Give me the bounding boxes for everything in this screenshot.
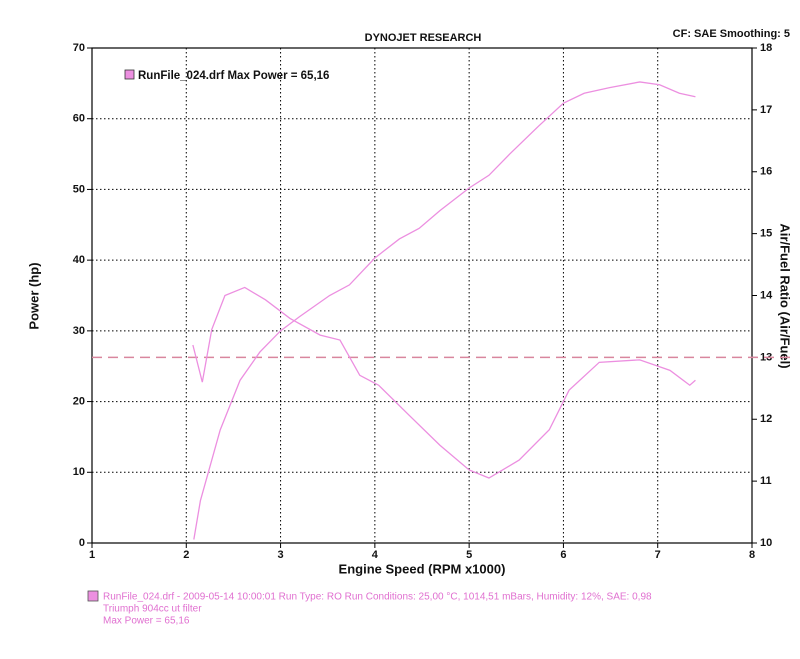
footer-line: Triumph 904cc ut filter xyxy=(103,604,202,615)
y2-tick-label: 18 xyxy=(760,42,772,54)
y-tick-label: 70 xyxy=(73,42,85,54)
y-tick-label: 60 xyxy=(73,113,85,125)
chart-title: DYNOJET RESEARCH xyxy=(365,32,482,44)
x-tick-label: 1 xyxy=(89,549,95,561)
chart-subtitle: CF: SAE Smoothing: 5 xyxy=(673,28,790,40)
x-axis-label: Engine Speed (RPM x1000) xyxy=(339,561,506,576)
y-tick-label: 0 xyxy=(79,537,85,549)
footer-line: RunFile_024.drf - 2009-05-14 10:00:01 Ru… xyxy=(103,592,652,603)
x-tick-label: 3 xyxy=(278,549,284,561)
y-tick-label: 30 xyxy=(73,325,85,337)
footer-line: Max Power = 65,16 xyxy=(103,616,190,627)
y-tick-label: 40 xyxy=(73,254,85,266)
x-tick-label: 4 xyxy=(372,549,379,561)
y2-tick-label: 16 xyxy=(760,166,772,178)
y2-tick-label: 10 xyxy=(760,537,772,549)
plot-frame xyxy=(91,47,753,544)
y2-tick-label: 14 xyxy=(760,289,773,301)
x-tick-label: 5 xyxy=(466,549,472,561)
y2-tick-label: 12 xyxy=(760,413,772,425)
y-tick-label: 50 xyxy=(73,183,85,195)
x-tick-label: 6 xyxy=(560,549,566,561)
y2-tick-label: 11 xyxy=(760,475,772,487)
series-line xyxy=(193,81,696,540)
y2-tick-label: 17 xyxy=(760,104,772,116)
x-tick-label: 8 xyxy=(749,549,755,561)
y-tick-label: 10 xyxy=(73,466,85,478)
footer-swatch xyxy=(87,590,99,602)
legend-label: RunFile_024.drf Max Power = 65,16 xyxy=(138,70,329,82)
series-line xyxy=(192,286,696,479)
y-tick-label: 20 xyxy=(73,395,85,407)
y-axis-label: Power (hp) xyxy=(26,262,41,329)
y2-tick-label: 15 xyxy=(760,228,772,240)
x-tick-label: 7 xyxy=(655,549,661,561)
x-tick-label: 2 xyxy=(183,549,189,561)
legend-swatch xyxy=(124,69,135,80)
y2-axis-label: Air/Fuel Ratio (Air/Fuel) xyxy=(778,223,793,368)
